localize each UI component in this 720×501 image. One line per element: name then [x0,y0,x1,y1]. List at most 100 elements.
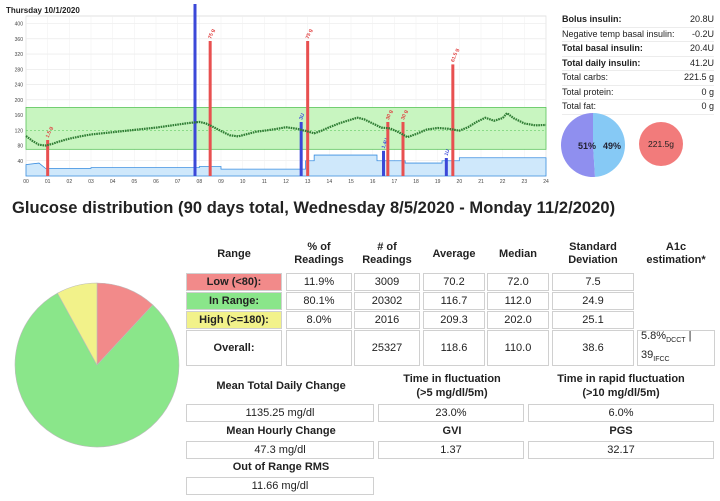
stat-row: Total carbs: 221.5 g [562,71,714,86]
carb-bolus-bar [451,64,455,176]
bolus-label: 75 g [305,28,314,39]
a1c-dcct-value: 5.8% [641,329,667,342]
col-header-range: Range [217,247,251,260]
pie-slice-high [57,282,98,366]
x-tick-label: 17 [392,179,398,184]
count-low: 3009 [354,273,420,291]
time-in-rapid-fluctuation-sub: (>10 mg/dl/5m) [582,386,660,399]
stat-row: Bolus insulin: 20.8U [562,13,714,28]
glucose-distribution-pie [14,282,180,448]
avg-overall: 118.6 [423,330,485,366]
median-low: 72.0 [487,273,549,291]
range-label-high: High (>=180): [186,311,282,329]
stat-value: 20.4U [689,43,714,53]
x-tick-label: 18 [413,179,419,184]
a1c-ifcc-value: 39 [641,349,654,361]
y-tick-label: 240 [15,83,24,89]
insulin-bolus-bar [193,4,197,177]
pct-in-range: 80.1% [286,292,352,310]
bolus-percent: 49% [603,141,621,151]
glucose-series-line [25,112,547,147]
bolus-label: 61.5 g [450,48,460,63]
time-in-rapid-fluctuation-value: 6.0% [528,404,714,422]
gvi-value: 1.37 [378,441,524,459]
avg-low: 70.2 [423,273,485,291]
time-in-fluctuation-value: 23.0% [378,404,524,422]
x-tick-label: 20 [457,179,463,184]
insulin-bolus-bar [444,158,448,176]
daily-stats-panel: Bolus insulin: 20.8U Negative temp basal i… [562,13,714,115]
stat-value: 0 g [701,86,714,97]
chart-title: Thursday 10/1/2020 [6,6,80,15]
y-tick-label: 200 [15,98,24,104]
pct-high: 8.0% [286,311,352,329]
range-label-overall: Overall: [186,330,282,366]
carb-bolus-bar [208,41,212,176]
bolus-label: 75 g [207,28,216,39]
bolus-label: 3U [298,112,306,120]
carb-bolus-bar [306,41,310,176]
out-of-range-rms-value: 11.66 mg/dl [186,477,374,495]
x-tick-label: 11 [262,179,267,184]
col-header-pct: % of Readings [294,241,344,266]
median-high: 202.0 [487,311,549,329]
x-tick-label: 03 [88,179,94,184]
insulin-bolus-bar [382,150,385,176]
x-tick-label: 12 [283,179,289,184]
a1c-estimation: 5.8%DCCT | 39IFCC [637,330,715,366]
x-tick-label: 09 [218,179,224,184]
bolus-label: 1U [444,148,452,156]
pie-slice-low [96,282,154,366]
x-tick-label: 24 [543,179,549,184]
bolus-label: 1.5 g [45,126,55,139]
stat-row: Total fat: 0 g [562,100,714,115]
y-tick-label: 80 [17,144,23,150]
time-in-fluctuation-sub: (>5 mg/dl/5m) [416,386,488,399]
time-in-rapid-fluctuation-label: Time in rapid fluctuation [557,372,685,385]
x-tick-label: 08 [197,179,203,184]
col-header-average: Average [432,247,476,260]
range-label-in-range: In Range: [186,292,282,310]
sd-overall: 38.6 [552,330,634,366]
basal-slice [561,113,596,177]
stat-label: Total protein: [562,86,614,97]
carb-bolus-bar [46,140,50,176]
mean-total-daily-change-value: 1135.25 mg/dl [186,404,374,422]
avg-in-range: 116.7 [423,292,485,310]
range-label-low: Low (<80): [186,273,282,291]
bolus-label: 30 g [385,109,394,120]
carb-bolus-bar [401,122,405,176]
basal-rate-area [25,154,547,177]
y-tick-label: 280 [15,67,24,73]
x-tick-label: 21 [478,179,484,184]
y-tick-label: 120 [15,128,24,134]
pct-low: 11.9% [286,273,352,291]
x-tick-label: 19 [435,179,441,184]
basal-percent: 51% [578,141,596,151]
a1c-separator: | [688,329,692,342]
bolus-slice [593,113,625,177]
distribution-title: Glucose distribution (90 days total, Wed… [12,199,616,217]
stat-row: Total protein: 0 g [562,86,714,100]
a1c-ifcc-sub: IFCC [653,356,670,364]
pct-overall [286,330,352,366]
col-header-count: # of Readings [362,241,412,266]
x-tick-label: 02 [67,179,73,184]
bolus-label: 1.4U [381,137,390,149]
time-in-fluctuation-label: Time in fluctuation [403,372,501,385]
x-tick-label: 16 [370,179,376,184]
x-tick-label: 15 [348,179,354,184]
target-range-band [25,107,547,150]
sd-in-range: 24.9 [552,292,634,310]
median-in-range: 112.0 [487,292,549,310]
stat-value: -0.2U [691,28,714,39]
a1c-dcct-sub: DCCT [666,337,686,344]
stat-label: Negative temp basal insulin: [562,28,675,39]
count-in-range: 20302 [354,292,420,310]
carbs-circle-label: 221.5g [648,139,674,149]
insulin-carb-summary: 51% 49% 221.5g [561,113,683,177]
x-tick-label: 13 [305,179,311,184]
stat-value: 41.2U [689,57,714,68]
avg-high: 209.3 [423,311,485,329]
stat-label: Total fat: [562,101,597,111]
